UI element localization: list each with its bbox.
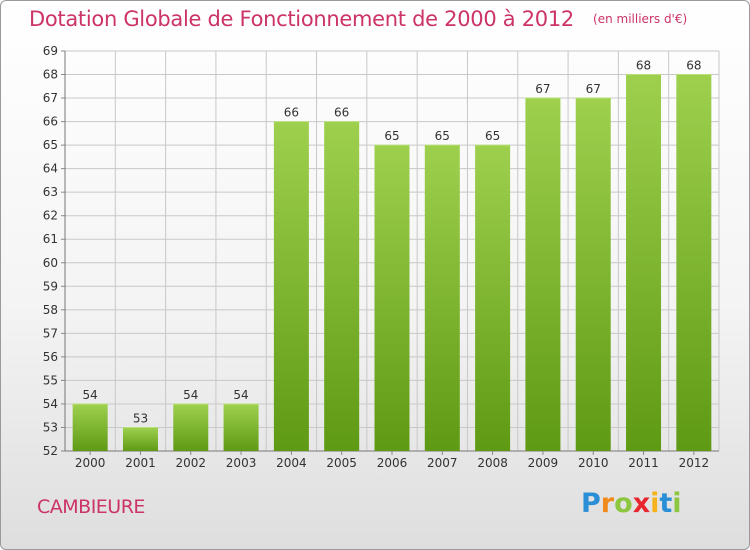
- y-tick-label: 58: [43, 303, 58, 317]
- data-label: 67: [586, 82, 601, 96]
- labels: 52 53 54 55 56 57 58 59 60 61 62 63 64 65 66 67 68 69 54 20…: [43, 44, 709, 470]
- bar: [626, 74, 662, 451]
- data-label: 65: [485, 129, 500, 143]
- data-label: 66: [334, 106, 349, 120]
- data-label: 54: [233, 388, 248, 402]
- data-label: 67: [535, 82, 550, 96]
- x-tick-label: 2010: [578, 456, 609, 470]
- data-label: 65: [435, 129, 450, 143]
- y-tick-label: 55: [43, 373, 58, 387]
- y-tick-label: 66: [43, 115, 58, 129]
- y-tick-label: 56: [43, 350, 58, 364]
- logo-letter: i: [672, 488, 682, 519]
- bar: [575, 98, 611, 451]
- y-tick-label: 60: [43, 256, 58, 270]
- logo-letter: P: [581, 488, 601, 519]
- data-label: 54: [83, 388, 98, 402]
- bar: [676, 74, 712, 451]
- chart-title: Dotation Globale de Fonctionnement de 20…: [29, 7, 574, 31]
- logo-letter: x: [632, 488, 651, 519]
- y-tick-label: 69: [43, 44, 58, 58]
- bar: [72, 403, 108, 451]
- x-tick-label: 2004: [276, 456, 307, 470]
- bar: [122, 427, 158, 451]
- x-tick-label: 2003: [226, 456, 257, 470]
- y-tick-label: 65: [43, 138, 58, 152]
- y-tick-label: 61: [43, 232, 58, 246]
- y-tick-label: 53: [43, 420, 58, 434]
- bars: [72, 74, 712, 452]
- y-tick-label: 57: [43, 326, 58, 340]
- data-label: 66: [284, 106, 299, 120]
- x-tick-label: 2006: [377, 456, 408, 470]
- x-tick-label: 2001: [125, 456, 156, 470]
- logo-letter: r: [600, 488, 615, 519]
- y-tick-label: 52: [43, 444, 58, 458]
- chart-unit: (en milliers d'€): [593, 12, 688, 26]
- bar: [475, 145, 511, 451]
- y-tick-label: 59: [43, 279, 58, 293]
- bar: [424, 145, 460, 451]
- y-tick-label: 62: [43, 209, 58, 223]
- x-tick-label: 2000: [75, 456, 106, 470]
- commune-name: CAMBIEURE: [37, 496, 145, 518]
- y-tick-label: 63: [43, 185, 58, 199]
- data-label: 68: [686, 59, 701, 73]
- data-label: 65: [384, 129, 399, 143]
- x-tick-label: 2005: [326, 456, 357, 470]
- logo-letter: o: [614, 488, 633, 519]
- bar: [374, 145, 410, 451]
- bar: [223, 403, 259, 451]
- x-tick-label: 2008: [477, 456, 508, 470]
- bar: [173, 403, 209, 451]
- x-tick-label: 2011: [628, 456, 659, 470]
- x-tick-label: 2009: [528, 456, 559, 470]
- bar: [273, 121, 309, 452]
- proxiti-logo[interactable]: Proxiti: [581, 488, 682, 519]
- y-tick-label: 54: [43, 397, 58, 411]
- x-tick-label: 2007: [427, 456, 458, 470]
- data-label: 54: [183, 388, 198, 402]
- y-tick-label: 64: [43, 162, 58, 176]
- y-tick-label: 67: [43, 91, 58, 105]
- x-tick-label: 2002: [175, 456, 206, 470]
- x-tick-label: 2012: [679, 456, 710, 470]
- title-row: Dotation Globale de Fonctionnement de 20…: [29, 7, 687, 31]
- logo-letter: i: [650, 488, 660, 519]
- data-label: 68: [636, 59, 651, 73]
- bar: [525, 98, 561, 451]
- data-label: 53: [133, 411, 148, 425]
- logo-letter: t: [659, 488, 673, 519]
- bar: [324, 121, 360, 452]
- y-tick-label: 68: [43, 68, 58, 82]
